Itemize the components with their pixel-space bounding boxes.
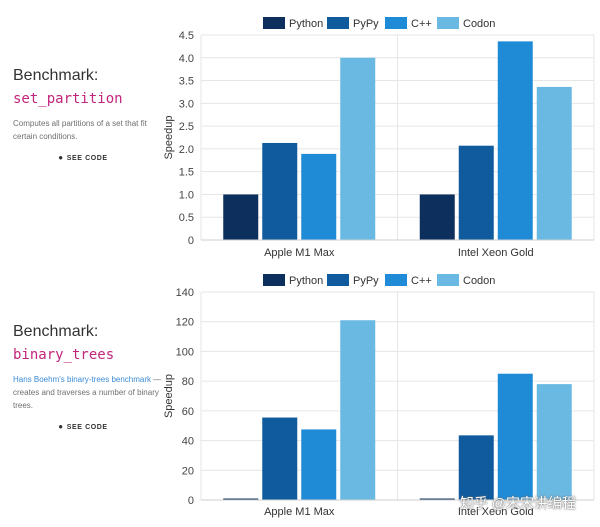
bar-codon-1 xyxy=(536,384,572,500)
legend-swatch-cpp xyxy=(385,274,407,286)
watermark: 知乎 @宋宋讲编程 xyxy=(459,495,576,511)
x-tick-label: Intel Xeon Gold xyxy=(458,506,534,518)
y-tick-label: 3.0 xyxy=(179,98,194,110)
benchmark-description-text: Computes all partitions of a set that fi… xyxy=(13,119,147,141)
legend-label: C++ xyxy=(411,18,432,30)
legend-swatch-codon xyxy=(437,274,459,286)
legend-label: C++ xyxy=(411,275,432,287)
legend-label: PyPy xyxy=(353,275,379,287)
y-tick-label: 140 xyxy=(176,287,194,299)
bar-pypy-0 xyxy=(262,142,298,240)
benchmark-panel-set-partition: Benchmark: set_partition Computes all pa… xyxy=(0,0,600,262)
see-code-link[interactable]: ● SEE CODE xyxy=(13,422,153,431)
bar-codon-0 xyxy=(340,57,376,241)
y-tick-label: 20 xyxy=(182,465,194,477)
benchmark-heading: Benchmark: xyxy=(13,323,99,340)
y-tick-label: 4.0 xyxy=(179,53,194,65)
bar-pypy-0 xyxy=(262,417,298,500)
legend-label: PyPy xyxy=(353,18,379,30)
y-tick-label: 3.5 xyxy=(179,76,194,88)
benchmark-function-name: set_partition xyxy=(13,91,123,107)
legend-swatch-python xyxy=(263,274,285,286)
y-tick-label: 1.5 xyxy=(179,167,194,179)
y-tick-label: 60 xyxy=(182,406,194,418)
y-tick-label: 1.0 xyxy=(179,189,194,201)
legend-label: Python xyxy=(289,18,323,30)
bar-pypy-1 xyxy=(458,145,494,240)
binary-trees-reference-link[interactable]: Hans Boehm's binary-trees benchmark xyxy=(13,375,152,384)
bar-python-1 xyxy=(419,498,455,500)
bar-cpp-1 xyxy=(497,373,533,500)
bar-python-1 xyxy=(419,194,455,240)
y-tick-label: 120 xyxy=(176,317,194,329)
legend-label: Python xyxy=(289,275,323,287)
github-icon: ● xyxy=(58,422,64,431)
bar-codon-1 xyxy=(536,86,572,240)
y-tick-label: 0 xyxy=(188,235,194,247)
legend-swatch-python xyxy=(263,17,285,29)
bar-codon-0 xyxy=(340,320,376,500)
y-tick-label: 2.5 xyxy=(179,121,194,133)
benchmark-description: Benchmark: binary_trees Hans Boehm's bin… xyxy=(13,322,163,431)
see-code-label: SEE CODE xyxy=(66,424,108,431)
y-tick-label: 0.5 xyxy=(179,212,194,224)
bar-cpp-0 xyxy=(301,429,337,500)
see-code-link[interactable]: ● SEE CODE xyxy=(13,153,153,162)
y-tick-label: 4.5 xyxy=(179,30,194,42)
github-icon: ● xyxy=(58,153,64,162)
benchmark-description-text: Hans Boehm's binary-trees benchmark — cr… xyxy=(13,373,163,412)
bar-pypy-1 xyxy=(458,435,494,500)
bar-cpp-0 xyxy=(301,153,337,240)
legend-swatch-pypy xyxy=(327,274,349,286)
y-axis-label: Speedup xyxy=(163,374,175,418)
legend-label: Codon xyxy=(463,18,495,30)
legend-swatch-pypy xyxy=(327,17,349,29)
bar-cpp-1 xyxy=(497,41,533,240)
y-tick-label: 2.0 xyxy=(179,144,194,156)
x-tick-label: Apple M1 Max xyxy=(264,247,335,259)
y-tick-label: 0 xyxy=(188,495,194,507)
benchmark-description: Benchmark: set_partition Computes all pa… xyxy=(13,66,163,162)
y-tick-label: 100 xyxy=(176,346,194,358)
bar-python-0 xyxy=(223,498,259,500)
bar-python-0 xyxy=(223,194,259,240)
benchmark-heading: Benchmark: xyxy=(13,67,99,84)
legend-swatch-cpp xyxy=(385,17,407,29)
benchmark-panel-binary-trees: Benchmark: binary_trees Hans Boehm's bin… xyxy=(0,262,600,527)
legend-swatch-codon xyxy=(437,17,459,29)
benchmark-function-name: binary_trees xyxy=(13,347,115,363)
x-tick-label: Apple M1 Max xyxy=(264,506,335,518)
y-tick-label: 40 xyxy=(182,436,194,448)
legend-label: Codon xyxy=(463,275,495,287)
y-tick-label: 80 xyxy=(182,376,194,388)
benchmark-description-rest: — creates and traverses a number of bina… xyxy=(13,375,162,410)
see-code-label: SEE CODE xyxy=(66,155,108,162)
y-axis-label: Speedup xyxy=(163,115,175,159)
x-tick-label: Intel Xeon Gold xyxy=(458,247,534,259)
